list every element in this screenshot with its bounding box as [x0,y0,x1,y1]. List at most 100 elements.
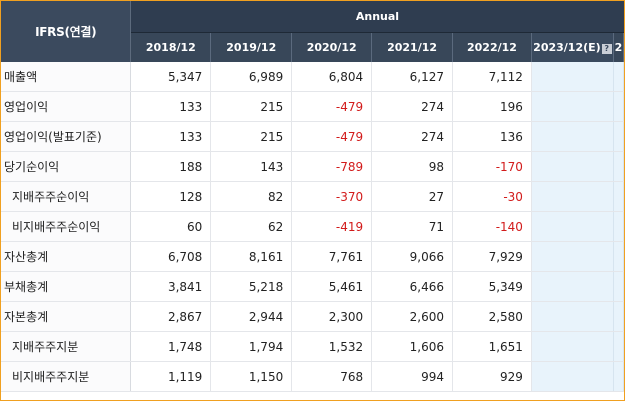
partial-cell [613,121,624,152]
estimate-cell [531,331,614,362]
row-label: 자본총계 [1,301,132,332]
year-header-estimate: 2023/12(E)? [531,32,614,62]
value-cell: 143 [210,151,293,182]
table-row: 매출액 5,347 6,989 6,804 6,127 7,112 [1,62,624,92]
table-row: 부채총계 3,841 5,218 5,461 6,466 5,349 [1,271,624,302]
row-label: 지배주주지분 [1,331,132,362]
table-row: 비지배주주지분 1,119 1,150 768 994 929 [1,361,624,392]
year-header: 2019/12 [210,32,293,62]
value-cell: 1,748 [130,331,212,362]
value-cell: 215 [210,121,293,152]
year-header: 2021/12 [371,32,454,62]
estimate-cell [531,151,614,182]
row-label: 자산총계 [1,241,132,272]
value-cell: 27 [371,181,454,212]
row-label: 비지배주주지분 [1,361,132,392]
value-cell: 6,466 [371,271,454,302]
year-header-estimate-label: 2023/12(E) [533,41,601,54]
value-cell: 133 [130,91,212,122]
year-header: 2022/12 [452,32,532,62]
row-label: 매출액 [1,62,132,92]
year-header: 2020/12 [291,32,373,62]
value-cell: 82 [210,181,293,212]
value-cell: 2,944 [210,301,293,332]
value-cell: 215 [210,91,293,122]
value-cell: 274 [371,91,454,122]
year-header: 2018/12 [130,32,212,62]
row-label: 당기순이익 [1,151,132,182]
table-row: 영업이익(발표기준) 133 215 -479 274 136 [1,121,624,152]
value-cell: 1,150 [210,361,293,392]
estimate-cell [531,271,614,302]
partial-cell [613,301,624,332]
value-cell: -789 [291,151,373,182]
partial-cell [613,211,624,242]
value-cell: 1,606 [371,331,454,362]
value-cell: -419 [291,211,373,242]
value-cell: 6,708 [130,241,212,272]
table-row: 당기순이익 188 143 -789 98 -170 [1,151,624,182]
value-cell: 8,161 [210,241,293,272]
value-cell: 994 [371,361,454,392]
value-cell: 5,218 [210,271,293,302]
table-row: 지배주주순이익 128 82 -370 27 -30 [1,181,624,212]
value-cell: 5,349 [452,271,532,302]
estimate-cell [531,361,614,392]
row-label: 영업이익(발표기준) [1,121,132,152]
year-header-partial: 2 [613,32,624,62]
value-cell: 2,600 [371,301,454,332]
value-cell: -170 [452,151,532,182]
value-cell: 3,841 [130,271,212,302]
table-row: 비지배주주순이익 60 62 -419 71 -140 [1,211,624,242]
value-cell: 2,867 [130,301,212,332]
value-cell: 62 [210,211,293,242]
partial-cell [613,151,624,182]
partial-cell [613,361,624,392]
table-row: 자산총계 6,708 8,161 7,761 9,066 7,929 [1,241,624,272]
column-header-ifrs: IFRS(연결) [1,1,132,62]
estimate-cell [531,91,614,122]
value-cell: 6,127 [371,62,454,92]
value-cell: 5,347 [130,62,212,92]
value-cell: 7,929 [452,241,532,272]
estimate-cell [531,211,614,242]
partial-cell [613,271,624,302]
value-cell: 2,300 [291,301,373,332]
value-cell: 128 [130,181,212,212]
estimate-cell [531,62,614,92]
question-icon[interactable]: ? [601,44,612,54]
value-cell: 274 [371,121,454,152]
value-cell: 98 [371,151,454,182]
row-label: 비지배주주순이익 [1,211,132,242]
value-cell: 188 [130,151,212,182]
estimate-cell [531,181,614,212]
value-cell: 1,119 [130,361,212,392]
partial-cell [613,241,624,272]
partial-cell [613,331,624,362]
partial-cell [613,91,624,122]
value-cell: -140 [452,211,532,242]
row-label: 지배주주순이익 [1,181,132,212]
value-cell: 6,989 [210,62,293,92]
value-cell: 136 [452,121,532,152]
value-cell: 6,804 [291,62,373,92]
value-cell: -370 [291,181,373,212]
value-cell: 7,761 [291,241,373,272]
value-cell: 133 [130,121,212,152]
table-row: 자본총계 2,867 2,944 2,300 2,600 2,580 [1,301,624,332]
value-cell: -479 [291,91,373,122]
column-group-annual: Annual [130,1,624,33]
estimate-cell [531,121,614,152]
value-cell: 5,461 [291,271,373,302]
table-row: 영업이익 133 215 -479 274 196 [1,91,624,122]
value-cell: 1,794 [210,331,293,362]
table-row: 지배주주지분 1,748 1,794 1,532 1,606 1,651 [1,331,624,362]
estimate-cell [531,241,614,272]
financial-table: IFRS(연결) Annual 2018/12 2019/12 2020/12 … [1,1,624,392]
value-cell: 9,066 [371,241,454,272]
value-cell: 71 [371,211,454,242]
partial-cell [613,181,624,212]
value-cell: 1,651 [452,331,532,362]
row-label: 영업이익 [1,91,132,122]
